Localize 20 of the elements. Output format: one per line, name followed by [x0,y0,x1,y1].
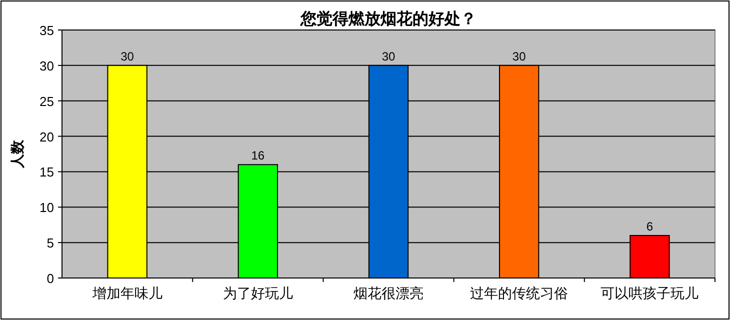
data-label: 30 [382,49,396,64]
y-tick-label: 20 [40,129,54,144]
data-label: 16 [251,148,265,163]
y-tick-label: 35 [40,23,54,38]
x-tick-label: 可以哄孩子玩儿 [600,285,699,301]
data-label: 6 [646,219,654,234]
x-tick-label: 烟花很漂亮 [354,285,424,301]
y-tick-label: 15 [40,164,54,180]
y-tick-label: 30 [40,58,54,74]
chart-title: 您觉得燃放烟花的好处？ [300,10,476,28]
y-tick-label: 10 [40,200,54,216]
x-tick-label: 过年的传统习俗 [470,285,568,301]
y-tick-label: 25 [40,94,54,109]
y-tick-label: 5 [46,236,54,251]
data-label: 30 [120,49,134,64]
x-tick-label: 增加年味儿 [91,285,162,301]
data-label: 30 [512,49,526,64]
x-tick-label: 为了好玩儿 [222,285,293,301]
y-axis-title: 人数 [9,139,25,169]
y-tick-label: 0 [46,271,54,286]
